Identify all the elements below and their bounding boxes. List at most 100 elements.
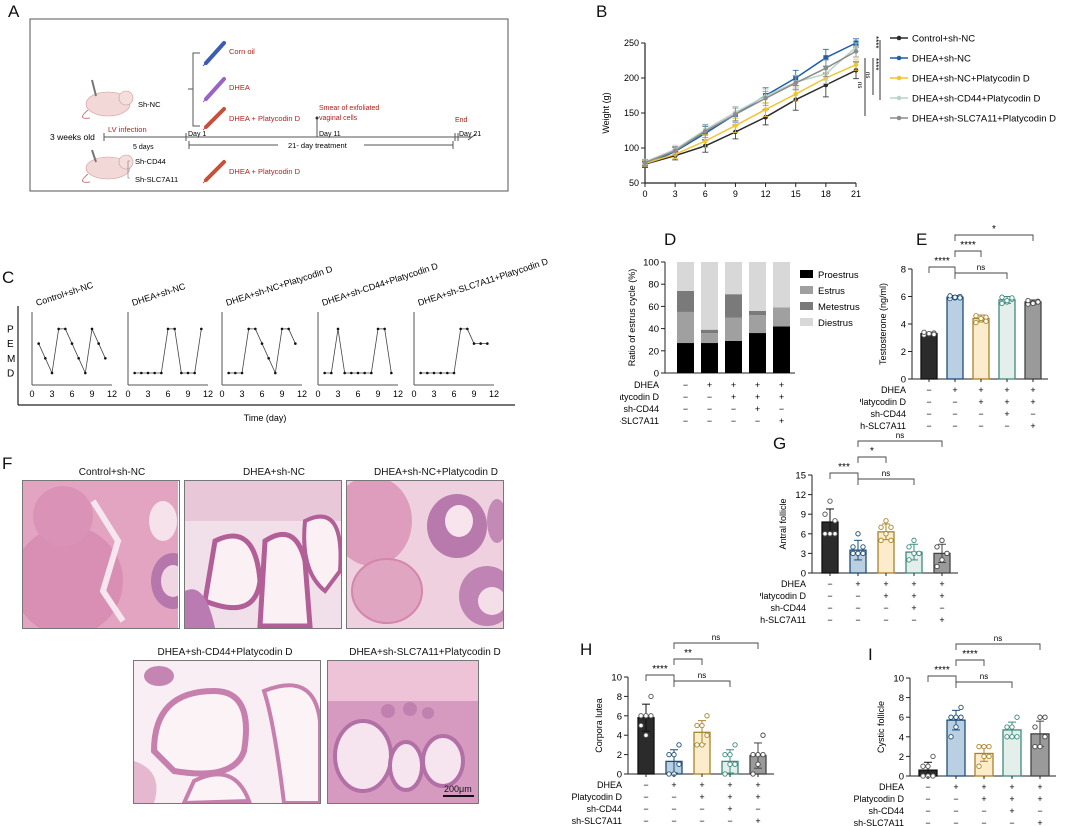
cycle-point (186, 371, 190, 375)
cycle-point (84, 371, 87, 375)
cycle-line (134, 328, 202, 374)
data-point (648, 693, 654, 700)
histology-image-dhea (184, 480, 342, 629)
data-point (906, 544, 912, 550)
mini-x-tick: 0 (219, 389, 224, 399)
cycle-point (70, 342, 74, 345)
histology-title-dhea-platycodin: DHEA+sh-NC+Platycodin D (374, 467, 498, 478)
significance-label: **** (871, 36, 880, 48)
stacked-bar-segment (701, 333, 718, 344)
treatment-row-label: Platycodin D (853, 794, 904, 804)
experimental-timeline-diagram: Sh-NC Sh-CD44 Sh-SLC7A11 Corn oil DHEA D… (29, 18, 509, 192)
treatment-sign: + (731, 392, 736, 402)
data-point (750, 771, 756, 777)
data-point (732, 761, 738, 767)
significance-label: **** (934, 665, 950, 676)
treatment-sign: − (953, 806, 958, 816)
data-point (1009, 734, 1015, 740)
mouse-icon-bottom (82, 149, 134, 183)
treatment-sign: − (727, 816, 732, 826)
treatment-sign: + (755, 404, 760, 414)
treatment-sign: + (727, 780, 732, 790)
data-point (850, 550, 856, 557)
injection-corn-oil: Corn oil (229, 47, 255, 56)
treatment-sign: − (731, 404, 736, 414)
legend-label: Control+sh-NC (912, 34, 975, 45)
data-point (694, 742, 700, 748)
significance-label: ns (994, 634, 1002, 643)
cycle-point (419, 371, 422, 375)
day21-label: Day 21 (459, 131, 481, 138)
treatment-sign: − (731, 416, 736, 426)
data-point (643, 713, 649, 719)
treatment-row-label: Platycodin D (571, 792, 622, 802)
cycle-point (376, 327, 380, 331)
data-point (931, 331, 937, 337)
treatment-sign: − (1037, 806, 1042, 816)
cycle-point (452, 371, 456, 375)
data-point (944, 550, 950, 557)
treatment-row-label: sh-SLC7A11 (860, 421, 906, 430)
stacked-bar-segment (749, 315, 766, 334)
treatment-sign: + (727, 804, 732, 814)
significance-bracket (673, 680, 731, 687)
cycle-point (247, 327, 250, 331)
cycle-point (166, 327, 170, 331)
stacked-bar-segment (677, 290, 694, 312)
panel-letter-b: B (596, 2, 608, 21)
mini-x-tick: 9 (471, 389, 476, 399)
treatment-row-label: sh-CD44 (770, 603, 806, 613)
y-axis-label: Testosterone (ng/ml) (878, 283, 888, 365)
legend-label: Metestrus (818, 302, 860, 313)
data-point (1009, 295, 1015, 301)
mini-x-tick: 6 (355, 389, 360, 399)
day1-label: Day 1 (188, 131, 206, 138)
legend-label: Diestrus (818, 318, 853, 329)
treatment-row-label: sh-SLC7A11 (760, 615, 806, 625)
treatment-sign: + (939, 591, 944, 601)
treatment-row-label: DHEA (781, 579, 806, 589)
mini-x-tick: 3 (49, 389, 54, 399)
y-tick-label: 50 (629, 178, 639, 188)
significance-label: **** (962, 649, 978, 660)
data-point (934, 544, 940, 550)
cycle-point (227, 371, 230, 375)
data-point (642, 160, 648, 165)
treatment-sign: + (1009, 794, 1014, 804)
data-point (958, 704, 964, 711)
treatment-sign: + (699, 792, 704, 802)
treatment-sign: − (779, 404, 784, 414)
data-point (699, 722, 705, 729)
cycle-point (140, 371, 143, 375)
cycle-point (173, 327, 176, 331)
treatment-sign: + (883, 579, 888, 589)
data-point (699, 742, 705, 748)
histology-image-sh-cd44 (133, 660, 321, 804)
data-point (732, 742, 738, 748)
mini-x-tick: 0 (315, 389, 320, 399)
x-tick-label: 6 (703, 189, 708, 199)
treatment-row-label: sh-SLC7A11 (854, 818, 904, 826)
mini-x-tick: 12 (107, 389, 117, 399)
five-days-label: 5 days (133, 144, 154, 151)
stacked-bar-segment (749, 310, 766, 316)
treatment-sign: − (925, 794, 930, 804)
data-point (911, 537, 917, 543)
x-tick-label: 15 (791, 189, 801, 199)
stacked-bar-segment (725, 340, 742, 373)
bar (972, 317, 990, 380)
significance-label: ns (698, 671, 706, 680)
legend-label: DHEA+sh-NC+Platycodin D (912, 74, 1030, 85)
x-tick-label: 9 (733, 189, 738, 199)
panel-letter-e: E (916, 230, 928, 249)
y-tick-label: 20 (648, 346, 659, 357)
cycle-point (254, 327, 257, 331)
data-point (888, 537, 894, 543)
histology-title-dhea: DHEA+sh-NC (243, 467, 305, 478)
data-point (1014, 734, 1020, 740)
data-point (763, 114, 768, 120)
legend-label: Proestrus (818, 270, 859, 281)
cycle-point (97, 342, 100, 345)
x-tick-label: 21 (851, 189, 861, 199)
y-tick-label: 8 (899, 693, 904, 704)
